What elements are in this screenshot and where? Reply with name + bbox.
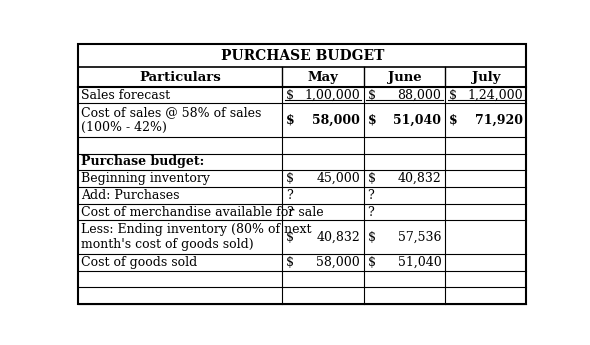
Text: $: $ [286,172,294,185]
Text: Add: Purchases: Add: Purchases [81,189,180,202]
Text: 1,24,000: 1,24,000 [467,89,523,101]
Text: $: $ [368,256,376,269]
Text: Particulars: Particulars [139,70,221,83]
Text: $: $ [368,230,376,244]
Text: May: May [307,70,339,83]
Text: 57,536: 57,536 [398,230,441,244]
Text: 58,000: 58,000 [312,114,360,127]
Text: Less: Ending inventory (80% of next
month's cost of goods sold): Less: Ending inventory (80% of next mont… [81,223,312,251]
Text: 1,00,000: 1,00,000 [304,89,360,101]
Text: 51,040: 51,040 [394,114,441,127]
Text: June: June [388,70,421,83]
Text: Cost of merchandise available for sale: Cost of merchandise available for sale [81,206,324,218]
Text: $: $ [368,114,376,127]
Text: Cost of goods sold: Cost of goods sold [81,256,198,269]
Text: PURCHASE BUDGET: PURCHASE BUDGET [221,49,384,63]
Text: ?: ? [368,189,375,202]
Text: 45,000: 45,000 [316,172,360,185]
Text: July: July [471,70,500,83]
Text: $: $ [449,89,457,101]
Text: $: $ [368,172,376,185]
Text: 51,040: 51,040 [398,256,441,269]
Text: ?: ? [286,189,293,202]
Text: $: $ [368,89,376,101]
Text: $: $ [286,114,294,127]
Text: $: $ [286,230,294,244]
Text: $: $ [286,89,294,101]
Text: Purchase budget:: Purchase budget: [81,155,205,168]
Text: 40,832: 40,832 [398,172,441,185]
Text: Beginning inventory: Beginning inventory [81,172,211,185]
Text: Cost of sales @ 58% of sales
(100% - 42%): Cost of sales @ 58% of sales (100% - 42%… [81,106,262,134]
Text: ?: ? [286,206,293,218]
Text: $: $ [449,114,458,127]
Text: ?: ? [368,206,375,218]
Text: 40,832: 40,832 [316,230,360,244]
Text: Sales forecast: Sales forecast [81,89,171,101]
Text: 58,000: 58,000 [316,256,360,269]
Text: $: $ [286,256,294,269]
Text: 88,000: 88,000 [398,89,441,101]
Text: 71,920: 71,920 [474,114,523,127]
